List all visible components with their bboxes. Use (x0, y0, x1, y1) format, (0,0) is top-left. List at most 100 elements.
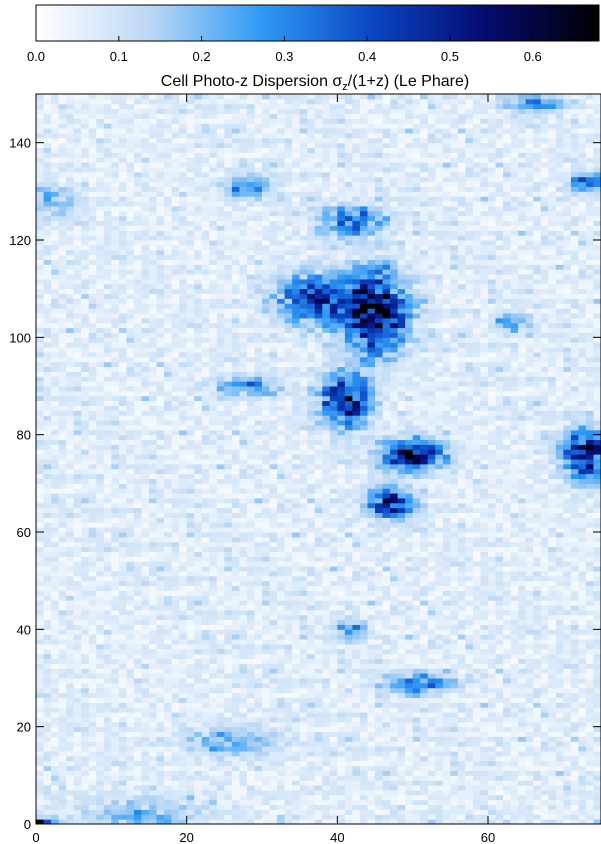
heatmap-cell (397, 702, 406, 708)
heatmap-cell (510, 726, 519, 733)
heatmap-cell (314, 755, 323, 762)
heatmap-cell (307, 634, 316, 640)
heatmap-cell (239, 580, 248, 587)
heatmap-cell (503, 566, 512, 572)
heatmap-cell (450, 809, 459, 815)
heatmap-cell (412, 634, 421, 640)
heatmap-cell (277, 741, 286, 747)
heatmap-cell (269, 658, 278, 664)
heatmap-cell (164, 634, 173, 640)
heatmap-cell (420, 653, 429, 660)
heatmap-cell (254, 536, 263, 543)
heatmap-cell (141, 590, 150, 596)
heatmap-cell (540, 663, 549, 669)
heatmap-cell (480, 556, 489, 562)
heatmap-cell (51, 556, 60, 562)
heatmap-cell (179, 658, 188, 664)
heatmap-cell (435, 721, 444, 728)
heatmap-cell (420, 712, 429, 718)
heatmap-cell (390, 692, 399, 698)
heatmap-cell (495, 605, 504, 611)
heatmap-cell (314, 517, 323, 523)
heatmap-cell (277, 643, 286, 650)
heatmap-cell (126, 668, 135, 674)
heatmap-cell (216, 702, 225, 708)
heatmap-cell (103, 614, 112, 621)
heatmap-cell (382, 770, 391, 776)
heatmap-cell (375, 556, 384, 562)
heatmap-cell (73, 668, 82, 674)
heatmap-cell (480, 512, 489, 518)
heatmap-cell (540, 536, 549, 543)
heatmap-cell (262, 770, 271, 776)
heatmap-cell (111, 497, 120, 504)
heatmap-cell (209, 770, 218, 776)
heatmap-cell (194, 692, 203, 698)
heatmap-cell (525, 814, 534, 820)
heatmap-cell (495, 682, 504, 689)
heatmap-cell (510, 780, 519, 786)
heatmap-cell (307, 648, 316, 655)
heatmap-cell (427, 668, 436, 674)
heatmap-cell (81, 551, 90, 557)
heatmap-cell (359, 721, 368, 728)
heatmap-cell (548, 536, 557, 543)
heatmap-cell (510, 546, 519, 552)
heatmap-cell (578, 789, 587, 796)
heatmap-cell (344, 536, 353, 543)
heatmap-cell (412, 643, 421, 650)
heatmap-cell (246, 575, 255, 582)
heatmap-cell (405, 619, 414, 625)
heatmap-cell (442, 775, 451, 781)
heatmap-cell (322, 512, 331, 518)
heatmap-cell (367, 770, 376, 776)
heatmap-cell (397, 546, 406, 552)
heatmap-cell (118, 775, 127, 781)
heatmap-cell (578, 721, 587, 728)
heatmap-cell (593, 527, 601, 533)
heatmap-cell (390, 755, 399, 762)
heatmap-cell (216, 678, 225, 684)
heatmap-cell (322, 721, 331, 728)
heatmap-cell (164, 512, 173, 518)
heatmap-cell (269, 556, 278, 562)
heatmap-cell (593, 770, 601, 776)
heatmap-cell (450, 609, 459, 616)
heatmap-cell (43, 760, 52, 767)
heatmap-cell (171, 775, 180, 781)
heatmap-cell (427, 751, 436, 757)
heatmap-cell (149, 532, 158, 538)
heatmap-cell (465, 502, 474, 509)
heatmap-cell (292, 580, 301, 587)
heatmap-cell (216, 789, 225, 796)
heatmap-cell (58, 605, 67, 611)
heatmap-cell (593, 682, 601, 689)
heatmap-cell (111, 770, 120, 776)
heatmap-cell (593, 751, 601, 757)
heatmap-cell (442, 566, 451, 572)
heatmap-cell (73, 566, 82, 572)
heatmap-cell (277, 639, 286, 645)
heatmap-cell (81, 580, 90, 587)
heatmap-cell (58, 497, 67, 504)
heatmap-cell (88, 546, 97, 552)
heatmap-cell (533, 702, 542, 708)
heatmap-cell (548, 775, 557, 781)
heatmap-cell (171, 624, 180, 630)
heatmap-cell (548, 682, 557, 689)
heatmap-cell (465, 634, 474, 640)
heatmap-cell (329, 819, 338, 825)
heatmap-cell (563, 721, 572, 728)
heatmap-cell (141, 819, 150, 825)
heatmap-cell (73, 629, 82, 635)
heatmap-cell (201, 794, 210, 801)
heatmap-cell (269, 712, 278, 718)
heatmap-cell (164, 507, 173, 514)
heatmap-cell (480, 707, 489, 713)
heatmap-cell (337, 541, 346, 548)
heatmap-cell (284, 502, 293, 509)
heatmap-cell (322, 585, 331, 591)
heatmap-cell (81, 561, 90, 567)
heatmap-cell (111, 614, 120, 621)
heatmap-cell (367, 775, 376, 781)
